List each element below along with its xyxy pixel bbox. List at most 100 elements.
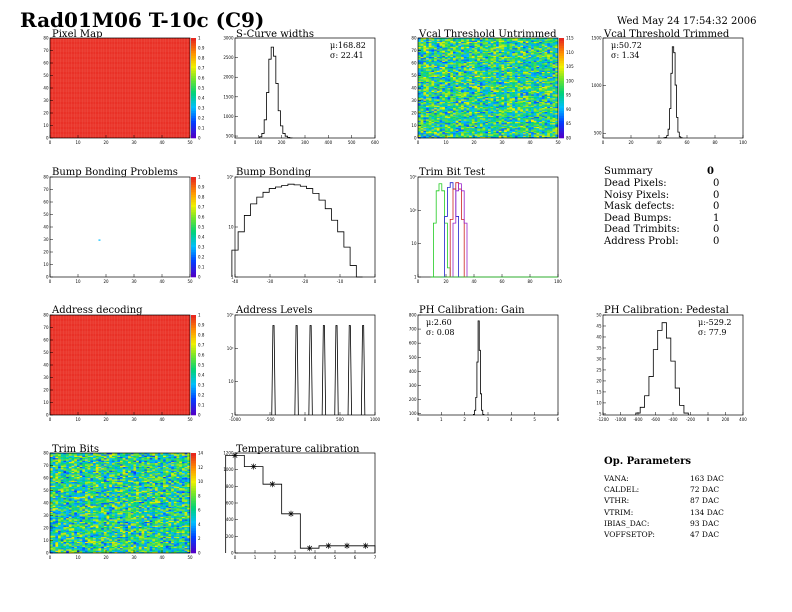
vcal-untrimmed-cell [442,93,446,95]
vcal-untrimmed-cell [514,71,518,74]
vcal-untrimmed-cell [466,133,470,135]
vcal-untrimmed-cell [453,40,456,42]
vcal-untrimmed-cell [439,108,443,110]
ph-gain-ytick-label: 500 [409,355,417,360]
vcal-untrimmed-cell [501,96,505,99]
trim-bits-cell [52,460,56,462]
vcal-untrimmed-cell [536,124,540,126]
vcal-untrimmed-cell [533,48,537,50]
vcal-untrimmed-cell [439,126,443,129]
vcal-untrimmed-cell [479,64,483,66]
vcal-untrimmed-cell [490,74,494,76]
vcal-untrimmed-cell [485,130,489,132]
vcal-untrimmed-cell [434,46,438,49]
trim-bits-cell [50,535,53,537]
vcal-untrimmed-cell [544,89,548,91]
vcal-untrimmed-cell [509,89,513,91]
vcal-untrimmed-cell [469,109,473,111]
vcal-untrimmed-cell [517,114,521,116]
vcal-untrimmed-cell [450,100,454,102]
vcal-untrimmed-cell [555,63,559,65]
vcal-untrimmed-cell [496,100,499,102]
vcal-untrimmed-cell [528,84,532,86]
address-decoding-xtick-label: 20 [103,417,109,422]
vcal-untrimmed-cell [531,73,534,75]
vcal-untrimmed-cell [444,83,448,85]
vcal-untrimmed-cell [426,56,429,59]
vcal-untrimmed-cell [458,39,462,41]
vcal-untrimmed-cell [444,69,448,71]
trim-bits-cell [52,470,56,472]
vcal-untrimmed-cell [444,80,448,82]
vcal-untrimmed-colorbar-cell [559,100,564,104]
vcal-untrimmed-cell [536,131,540,134]
vcal-untrimmed-cell [544,129,548,131]
vcal-untrimmed-cell [458,115,462,117]
vcal-untrimmed-cell [453,98,456,100]
vcal-untrimmed-cell [485,40,489,42]
vcal-untrimmed-cell [428,64,432,66]
vcal-untrimmed-cell [523,90,526,92]
vcal-untrimmed-cell [517,64,521,66]
vcal-untrimmed-cell [458,88,462,90]
vcal-untrimmed-cell [482,41,486,44]
vcal-untrimmed-cell [477,64,481,66]
vcal-untrimmed-cell [471,55,475,57]
vcal-untrimmed-cell [514,83,518,85]
vcal-untrimmed-cell [541,105,545,107]
vcal-untrimmed-cell [531,85,534,87]
trim-bits-cell [50,516,53,519]
vcal-untrimmed-cell [482,94,486,96]
vcal-untrimmed-cell [479,76,483,79]
vcal-untrimmed-cell [469,98,473,100]
vcal-untrimmed-cell [549,80,553,82]
vcal-untrimmed-cell [458,38,462,40]
vcal-untrimmed-cell [469,88,473,90]
vcal-untrimmed-cell [447,123,451,125]
vcal-untrimmed-cell [506,125,510,127]
vcal-untrimmed-cell [455,106,459,109]
vcal-untrimmed-cell [453,106,456,109]
vcal-untrimmed-cell [458,59,462,61]
vcal-untrimmed-cell [496,121,499,124]
vcal-untrimmed-cell [547,100,551,102]
vcal-untrimmed-cell [512,89,516,91]
vcal-untrimmed-cell [520,86,524,89]
vcal-untrimmed-cell [544,83,548,85]
vcal-untrimmed-cell [485,125,489,127]
vcal-untrimmed-cell [549,64,553,66]
vcal-untrimmed-cell [488,58,491,60]
vcal-untrimmed-cell [514,115,518,117]
vcal-untrimmed-cell [436,110,440,112]
vcal-untrimmed-cell [512,41,516,44]
vcal-untrimmed-cell [547,69,551,71]
trim-bits-cell [50,505,53,507]
vcal-untrimmed-cell [439,79,443,81]
vcal-untrimmed-cell [466,68,470,70]
vcal-untrimmed-cell [536,70,540,72]
vcal-untrimmed-cell [490,78,494,80]
vcal-untrimmed-cell [455,81,459,84]
vcal-untrimmed-cell [420,74,424,76]
vcal-untrimmed-cell [485,129,489,131]
vcal-untrimmed-cell [555,118,559,120]
bump-problems-colorbar-cell [191,224,196,228]
vcal-untrimmed-cell [482,58,486,60]
vcal-untrimmed-cell [418,78,421,80]
summary-row-label: Dead Bumps: [604,212,672,224]
bump-problems-colorbar-cell [191,209,196,213]
vcal-untrimmed-cell [520,71,524,74]
vcal-untrimmed-cell [423,126,427,129]
vcal-untrimmed-cell [514,120,518,122]
vcal-untrimmed-cell [549,70,553,72]
vcal-untrimmed-cell [453,46,456,49]
vcal-untrimmed-cell [539,39,543,41]
vcal-untrimmed-cell [420,84,424,86]
vcal-untrimmed-cell [506,68,510,70]
vcal-untrimmed-cell [431,60,435,62]
vcal-untrimmed-cell [420,113,424,115]
vcal-untrimmed-cell [493,93,497,95]
vcal-untrimmed-cell [434,68,438,70]
vcal-untrimmed-cell [418,96,421,99]
